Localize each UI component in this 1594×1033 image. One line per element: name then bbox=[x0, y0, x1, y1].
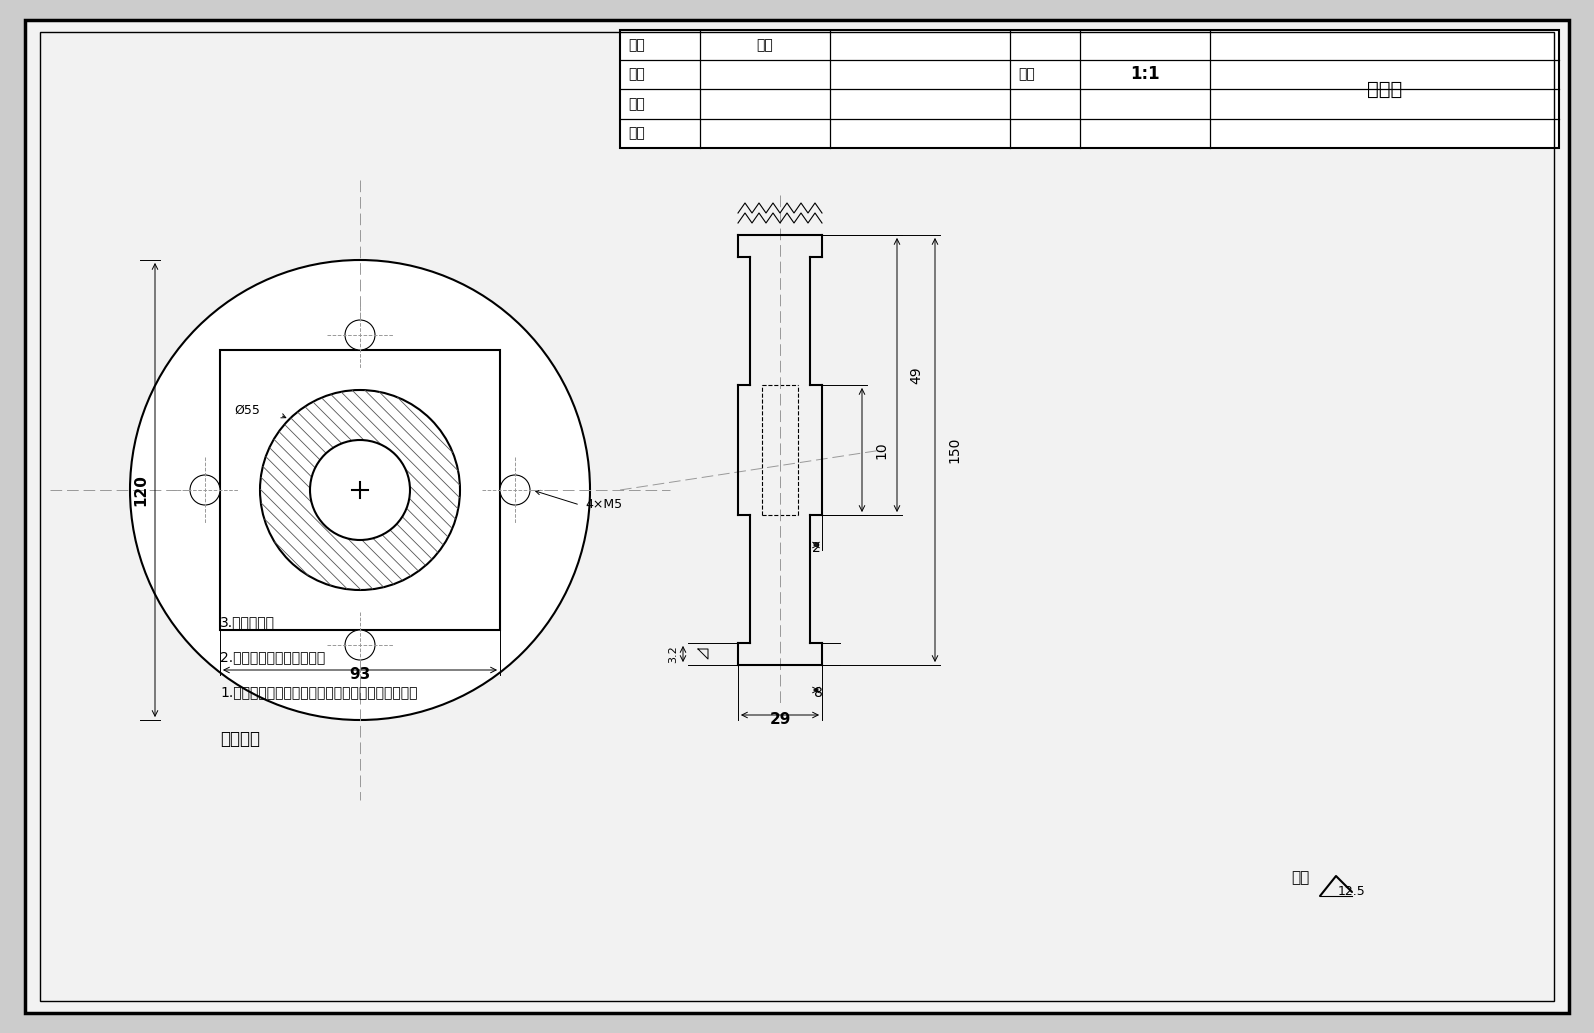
Circle shape bbox=[344, 630, 375, 660]
Text: 技术要求: 技术要求 bbox=[220, 730, 260, 748]
Text: 其余: 其余 bbox=[1291, 870, 1310, 885]
Text: 学号: 学号 bbox=[757, 38, 773, 52]
Text: 1.毛坯没有气孔，夹渣，缩松，沙眼，等铸造缺陷。: 1.毛坯没有气孔，夹渣，缩松，沙眼，等铸造缺陷。 bbox=[220, 685, 418, 699]
Text: 2: 2 bbox=[811, 541, 821, 555]
Text: 审核: 审核 bbox=[628, 67, 644, 82]
Text: 49: 49 bbox=[909, 366, 923, 384]
Text: 2.去毛刺，保持表面光洁。: 2.去毛刺，保持表面光洁。 bbox=[220, 650, 325, 664]
Text: 1:1: 1:1 bbox=[1130, 65, 1160, 84]
Text: 10: 10 bbox=[874, 441, 888, 459]
Text: 支摔板: 支摔板 bbox=[1368, 80, 1403, 98]
Circle shape bbox=[260, 390, 461, 590]
Text: 比例: 比例 bbox=[1019, 67, 1035, 82]
Circle shape bbox=[190, 475, 220, 505]
Text: 校核: 校核 bbox=[628, 97, 644, 111]
Text: Ø55: Ø55 bbox=[234, 404, 260, 416]
Circle shape bbox=[131, 260, 590, 720]
Text: 93: 93 bbox=[349, 667, 371, 682]
Text: 班级: 班级 bbox=[628, 38, 644, 52]
Text: 设计: 设计 bbox=[628, 126, 644, 140]
Text: 29: 29 bbox=[770, 712, 791, 727]
Text: 3.时效处理。: 3.时效处理。 bbox=[220, 615, 276, 629]
Text: 12.5: 12.5 bbox=[1337, 885, 1366, 898]
Text: 8: 8 bbox=[813, 686, 823, 700]
Circle shape bbox=[309, 440, 410, 540]
Circle shape bbox=[501, 475, 529, 505]
Bar bbox=[620, 30, 1559, 148]
Text: 4×M5: 4×M5 bbox=[585, 499, 622, 511]
Bar bbox=[220, 350, 501, 630]
Text: 150: 150 bbox=[947, 437, 961, 463]
Text: 3.2: 3.2 bbox=[668, 646, 677, 663]
Circle shape bbox=[344, 320, 375, 350]
Text: 120: 120 bbox=[134, 474, 148, 506]
Bar bbox=[332, 465, 387, 515]
